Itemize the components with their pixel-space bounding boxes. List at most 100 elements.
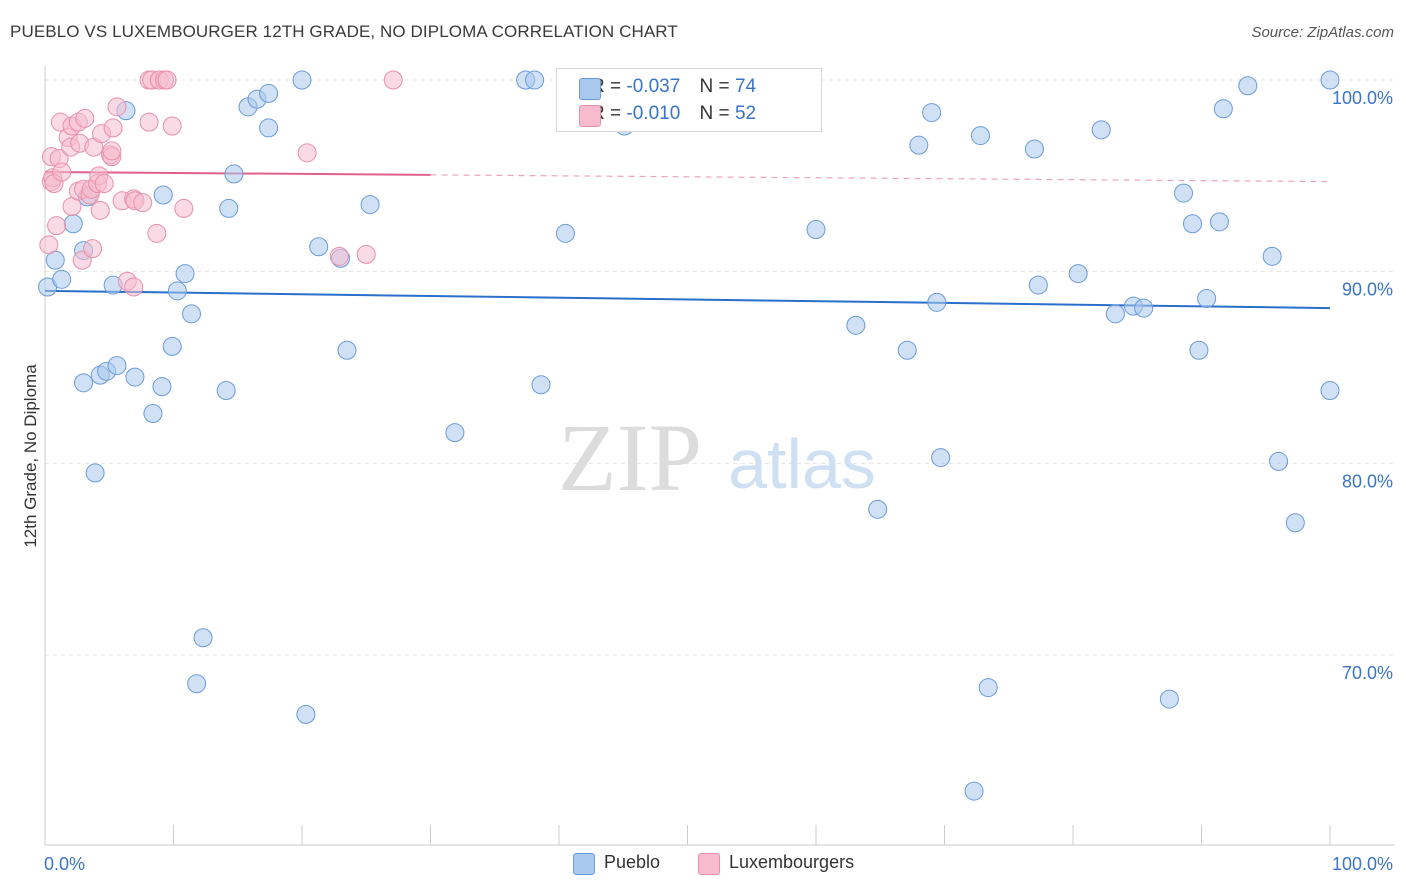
- n-label: N =: [699, 76, 730, 97]
- n-label: N =: [699, 103, 730, 124]
- pueblo-point: [360, 195, 380, 215]
- pueblo-point: [1134, 298, 1154, 318]
- pueblo-point: [167, 281, 187, 301]
- luxembourger-point: [297, 143, 317, 163]
- pueblo-point: [85, 463, 105, 483]
- chart-title: PUEBLO VS LUXEMBOURGER 12TH GRADE, NO DI…: [10, 22, 678, 41]
- luxembourger-point: [147, 223, 167, 243]
- luxembourger-point: [157, 70, 177, 90]
- luxembourger-trend-extension: [430, 174, 1331, 183]
- luxembourger-point: [124, 277, 144, 297]
- pueblo-n-value: 74: [734, 76, 757, 97]
- luxembourger-point: [52, 162, 72, 182]
- pueblo-point: [555, 223, 575, 243]
- pueblo-point: [309, 237, 329, 257]
- luxembourger-legend-swatch: [698, 853, 720, 875]
- luxembourger-point: [383, 70, 403, 90]
- pueblo-swatch: [579, 78, 601, 100]
- pueblo-point: [868, 499, 888, 519]
- trend-lines: [44, 171, 1331, 310]
- pueblo-point: [1238, 76, 1258, 96]
- luxembourger-r-value: -0.010: [626, 103, 681, 124]
- y-tick-label: 100.0%: [1332, 88, 1393, 108]
- watermark-atlas: atlas: [728, 425, 876, 503]
- pueblo-point: [1197, 289, 1217, 308]
- pueblo-point: [1174, 183, 1194, 203]
- pueblo-point: [927, 292, 947, 312]
- pueblo-point: [125, 367, 145, 387]
- legend-row-pueblo: R = -0.037 N = 74: [579, 76, 757, 100]
- luxembourger-point: [356, 244, 376, 264]
- pueblo-point: [1209, 212, 1229, 232]
- pueblo-point: [1159, 689, 1179, 709]
- pueblo-point: [52, 269, 72, 289]
- pueblo-point: [1320, 70, 1340, 90]
- grid-lines: [45, 79, 1395, 656]
- pueblo-point: [259, 118, 279, 138]
- pueblo-point: [193, 628, 213, 648]
- pueblo-point: [107, 356, 127, 376]
- luxembourger-point: [174, 198, 194, 218]
- pueblo-point: [1285, 513, 1305, 533]
- axes: [44, 66, 1395, 846]
- pueblo-point: [219, 198, 239, 218]
- pueblo-point: [1105, 304, 1125, 324]
- watermark-zip: ZIP: [558, 404, 702, 511]
- tick-labels: 100.0% 90.0% 80.0% 70.0% 0.0% 100.0%: [44, 88, 1393, 874]
- luxembourger-point: [139, 112, 159, 132]
- pueblo-point: [1024, 139, 1044, 159]
- pueblo-point: [1269, 451, 1289, 471]
- pueblo-point: [1091, 120, 1111, 140]
- pueblo-point: [970, 126, 990, 146]
- luxembourger-point: [39, 235, 59, 255]
- pueblo-point: [152, 377, 172, 397]
- luxembourger-point: [329, 246, 349, 266]
- pueblo-point: [63, 214, 83, 234]
- pueblo-point: [143, 404, 163, 423]
- luxembourger-point: [47, 216, 67, 236]
- pueblo-r-value: -0.037: [626, 76, 681, 97]
- pueblo-point: [337, 340, 357, 360]
- pueblo-point: [922, 103, 942, 123]
- pueblo-point: [531, 375, 551, 395]
- pueblo-point: [216, 381, 236, 400]
- luxembourger-point: [90, 200, 110, 220]
- pueblo-point: [931, 448, 951, 468]
- luxembourger-legend-label: Luxembourgers: [729, 852, 855, 872]
- pueblo-point: [296, 704, 316, 724]
- luxembourger-point: [103, 118, 123, 138]
- x-tick-label-max: 100.0%: [1332, 854, 1393, 874]
- x-tick-label-min: 0.0%: [44, 854, 85, 874]
- y-axis-label: 12th Grade, No Diploma: [21, 364, 40, 548]
- pueblo-point: [224, 164, 244, 184]
- luxembourger-point: [162, 116, 182, 136]
- pueblo-point: [181, 304, 201, 324]
- pueblo-point: [909, 135, 929, 155]
- pueblo-point: [153, 185, 173, 205]
- pueblo-point: [292, 70, 312, 90]
- pueblo-point: [175, 264, 195, 284]
- stats-legend: R = -0.037 N = 74 R = -0.010 N = 52: [556, 68, 822, 132]
- luxembourger-n-value: 52: [734, 103, 757, 124]
- pueblo-point: [1183, 214, 1203, 234]
- y-tick-label: 80.0%: [1342, 471, 1393, 491]
- luxembourger-point: [107, 97, 127, 117]
- luxembourger-points: [39, 70, 403, 297]
- pueblo-point: [964, 781, 984, 801]
- pueblo-point: [162, 336, 182, 356]
- pueblo-point: [846, 315, 866, 335]
- pueblo-point: [1189, 340, 1209, 360]
- pueblo-point: [1213, 99, 1233, 119]
- pueblo-point: [806, 220, 826, 239]
- pueblo-point: [897, 340, 917, 360]
- pueblo-legend-label: Pueblo: [604, 852, 661, 872]
- pueblo-point: [1262, 246, 1282, 266]
- y-tick-label: 70.0%: [1342, 663, 1393, 683]
- pueblo-point: [1320, 381, 1340, 400]
- pueblo-legend-swatch: [573, 853, 595, 875]
- luxembourger-point: [102, 141, 122, 161]
- pueblo-point: [525, 70, 545, 90]
- source-label: Source: ZipAtlas.com: [1251, 24, 1394, 41]
- luxembourger-point: [83, 239, 103, 259]
